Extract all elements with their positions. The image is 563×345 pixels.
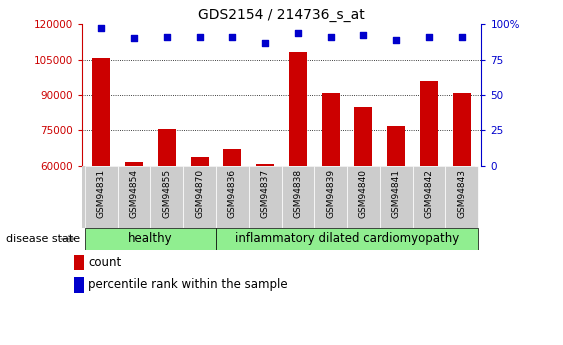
Bar [118, 166, 150, 228]
Bar [74, 255, 84, 270]
Title: GDS2154 / 214736_s_at: GDS2154 / 214736_s_at [198, 8, 365, 22]
Bar [158, 129, 176, 307]
Point [425, 34, 434, 40]
Bar [380, 166, 413, 228]
Text: GSM94870: GSM94870 [195, 169, 204, 218]
Text: GSM94837: GSM94837 [261, 169, 270, 218]
Text: GSM94831: GSM94831 [97, 169, 106, 218]
Bar [85, 228, 216, 250]
Bar [183, 166, 216, 228]
Bar [347, 166, 380, 228]
Bar [453, 92, 471, 307]
Text: healthy: healthy [128, 233, 173, 245]
Bar [150, 166, 183, 228]
Point [261, 40, 270, 45]
Bar [314, 166, 347, 228]
Bar [387, 126, 405, 307]
Bar [191, 157, 209, 307]
Text: disease state: disease state [6, 234, 80, 244]
Bar [249, 166, 282, 228]
Text: GSM94836: GSM94836 [228, 169, 237, 218]
Text: count: count [88, 256, 122, 269]
Bar [224, 149, 242, 307]
Text: GSM94842: GSM94842 [425, 169, 434, 218]
Bar [74, 277, 84, 293]
Point [359, 33, 368, 38]
Text: GSM94838: GSM94838 [293, 169, 302, 218]
Bar [85, 166, 118, 228]
Point [228, 34, 237, 40]
Point [392, 37, 401, 42]
Point [129, 36, 138, 41]
Bar [125, 162, 143, 307]
Text: inflammatory dilated cardiomyopathy: inflammatory dilated cardiomyopathy [235, 233, 459, 245]
Bar [289, 52, 307, 307]
Bar [92, 58, 110, 307]
Text: GSM94854: GSM94854 [129, 169, 138, 218]
Point [457, 34, 466, 40]
Bar [216, 228, 478, 250]
Text: percentile rank within the sample: percentile rank within the sample [88, 278, 288, 292]
Text: GSM94855: GSM94855 [162, 169, 171, 218]
Bar [445, 166, 478, 228]
Text: GSM94843: GSM94843 [457, 169, 466, 218]
Bar [216, 166, 249, 228]
Text: GSM94839: GSM94839 [326, 169, 335, 218]
Point [326, 34, 335, 40]
Bar [321, 92, 339, 307]
Text: GSM94841: GSM94841 [392, 169, 401, 218]
Point [162, 34, 171, 40]
Point [293, 30, 302, 36]
Point [195, 34, 204, 40]
Bar [282, 166, 314, 228]
Point [97, 26, 106, 31]
Bar [256, 165, 274, 307]
Text: GSM94840: GSM94840 [359, 169, 368, 218]
Bar [354, 107, 372, 307]
Bar [413, 166, 445, 228]
Bar [420, 81, 438, 307]
